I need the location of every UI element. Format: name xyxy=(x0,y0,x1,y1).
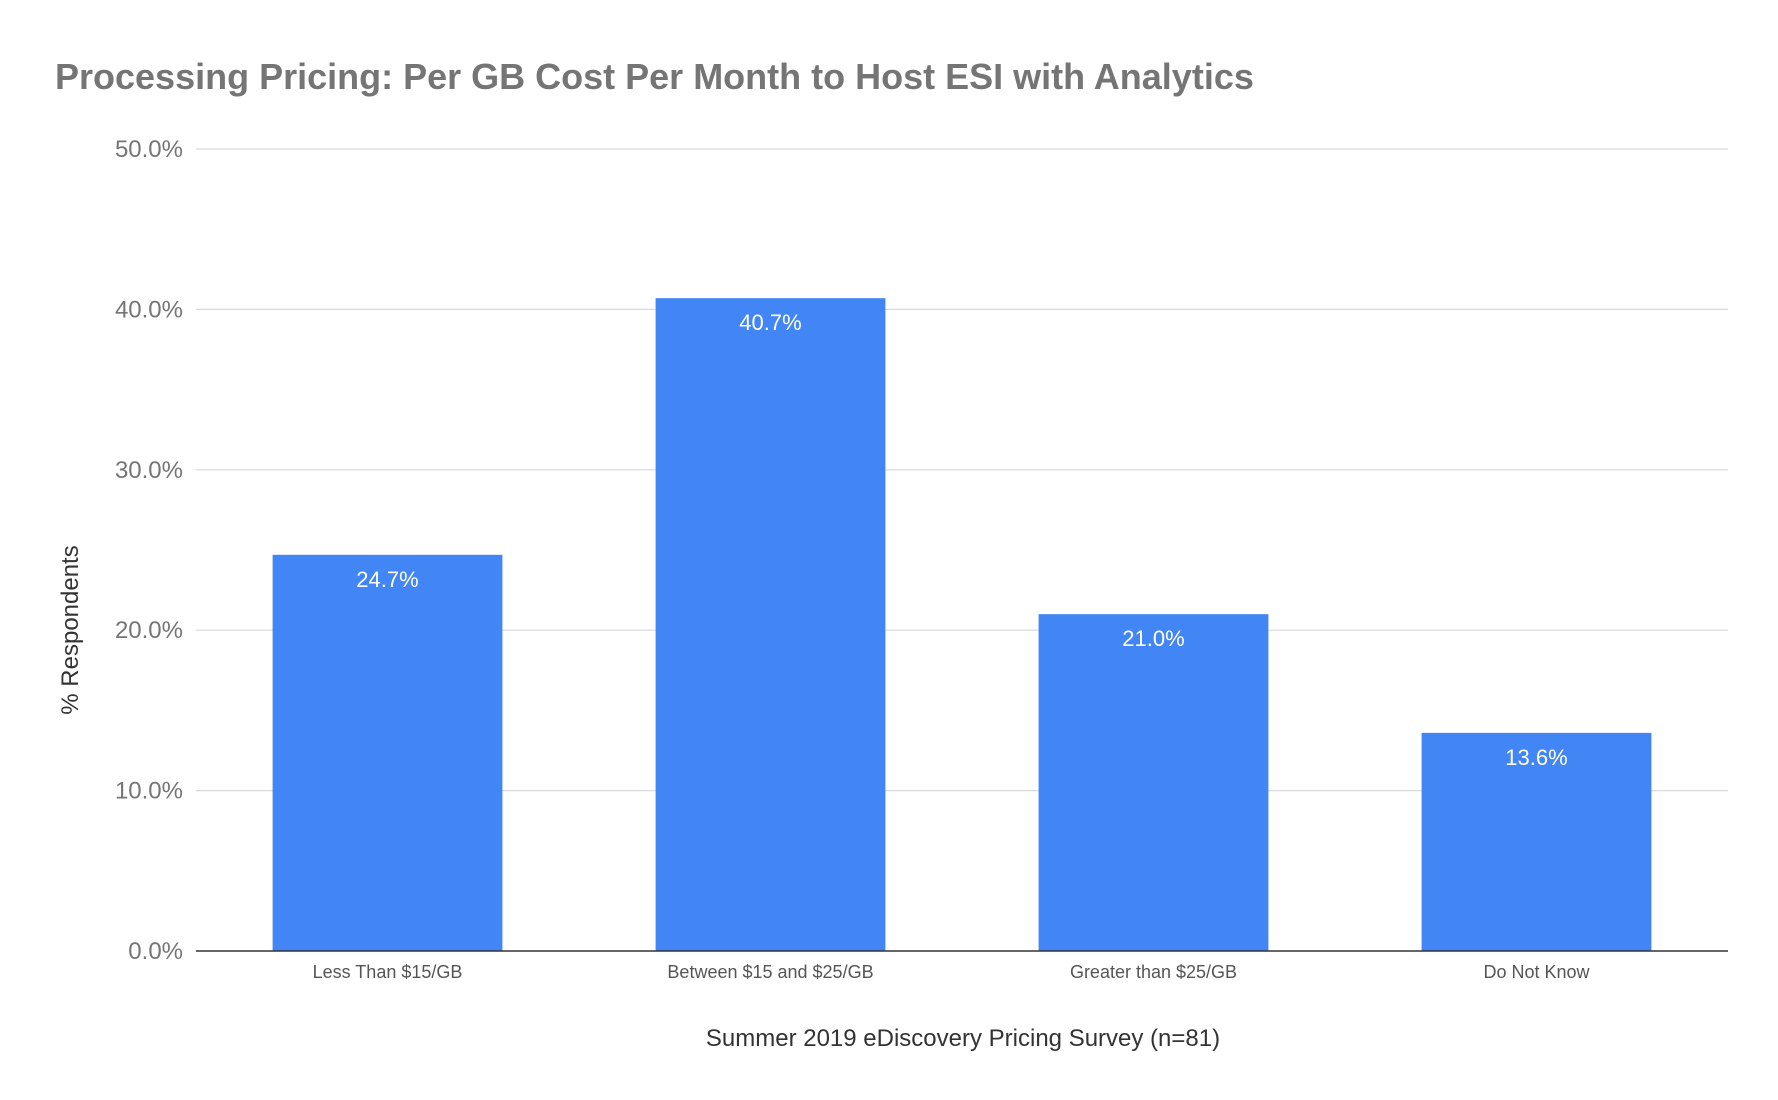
y-tick-label: 30.0% xyxy=(115,457,183,484)
y-tick-label: 50.0% xyxy=(115,136,183,163)
data-label: 13.6% xyxy=(1505,745,1567,770)
bar xyxy=(1421,732,1652,951)
data-labels: 24.7% 40.7% 21.0% 13.6% xyxy=(356,310,1567,770)
data-label: 21.0% xyxy=(1122,626,1184,651)
data-label: 24.7% xyxy=(356,567,418,592)
x-tick-label: Do Not Know xyxy=(1483,962,1590,982)
y-tick-label: 0.0% xyxy=(128,938,183,965)
bar xyxy=(272,554,503,951)
chart-title: Processing Pricing: Per GB Cost Per Mont… xyxy=(55,56,1254,97)
x-tick-label: Greater than $25/GB xyxy=(1070,962,1237,982)
x-axis-ticks: Less Than $15/GB Between $15 and $25/GB Gr… xyxy=(313,962,1591,982)
y-tick-label: 20.0% xyxy=(115,617,183,644)
bar xyxy=(655,298,886,951)
data-label: 40.7% xyxy=(739,310,801,335)
x-tick-label: Less Than $15/GB xyxy=(313,962,463,982)
bar xyxy=(1038,614,1269,951)
y-axis-title: % Respondents xyxy=(57,545,84,714)
x-axis-title: Summer 2019 eDiscovery Pricing Survey (n… xyxy=(706,1025,1220,1052)
y-tick-label: 40.0% xyxy=(115,296,183,323)
bars xyxy=(272,298,1652,951)
y-tick-label: 10.0% xyxy=(115,778,183,805)
x-tick-label: Between $15 and $25/GB xyxy=(667,962,873,982)
y-axis-ticks: 0.0% 10.0% 20.0% 30.0% 40.0% 50.0% xyxy=(115,136,183,965)
